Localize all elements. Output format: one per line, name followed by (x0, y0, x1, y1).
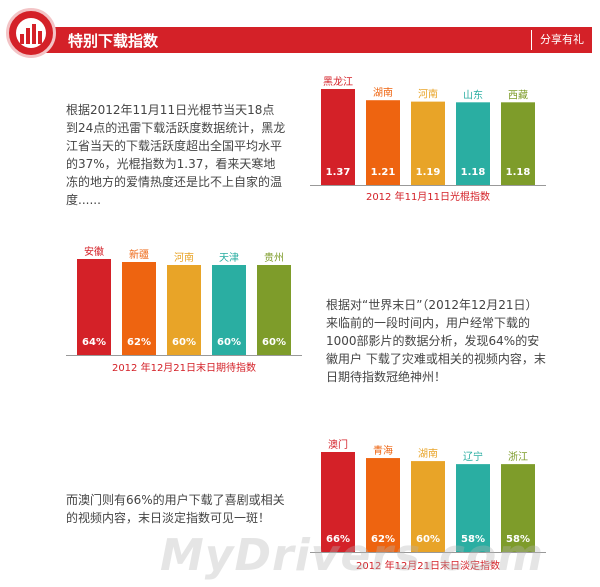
chart-title: 2012 年11月11日光棍指数 (366, 190, 490, 203)
category-label: 浙江 (508, 451, 528, 463)
bar (77, 259, 111, 355)
page-title: 特别下载指数 (68, 32, 159, 50)
bar (366, 100, 400, 185)
description-macau: 而澳门则有66%的用户下载了喜剧或相关的视频内容，末日淡定指数可见一斑！ (66, 493, 285, 525)
chart-title: 2012 年12月21日末日期待指数 (112, 361, 256, 374)
value-label: 64% (82, 337, 106, 348)
category-label: 天津 (219, 252, 239, 264)
bar (212, 265, 246, 355)
description-doomsday: 根据对“世界末日”（2012年12月21日）来临前的一段时间内，用户经常下载的1… (326, 298, 546, 384)
category-label: 青海 (373, 444, 393, 457)
chart-doomsday-expectation-index: 安徽 64% 新疆 62% 河南 60% 天津 60% 贵州 60% 2012 年12月21日末日期… (66, 245, 302, 374)
value-label: 58% (461, 534, 485, 545)
chart-doomsday-calm-index: 澳门 66% 青海 62% 湖南 60% 辽宁 58% 浙江 58% 2012 年12月21日末日淡… (310, 438, 546, 572)
category-label: 山东 (463, 88, 483, 101)
bar (122, 262, 156, 355)
bar (456, 464, 490, 552)
value-label: 58% (506, 534, 530, 545)
bar (366, 458, 400, 552)
bar (257, 265, 291, 355)
share-gift-link[interactable]: 分享有礼 (531, 30, 592, 50)
value-label: 66% (326, 534, 350, 545)
category-label: 贵州 (264, 251, 284, 264)
category-label: 河南 (174, 251, 194, 264)
value-label: 1.18 (506, 167, 531, 178)
chart-singles-day-index: 黑龙江 1.37 湖南 1.21 河南 1.19 山东 1.18 西藏 1.18 2012 年11月… (310, 75, 546, 203)
value-label: 60% (217, 337, 241, 348)
value-label: 62% (371, 534, 395, 545)
bar (411, 101, 445, 185)
value-label: 1.19 (416, 167, 441, 178)
chart-title: 2012 年12月21日末日淡定指数 (356, 559, 500, 572)
category-label: 新疆 (129, 248, 149, 261)
bar (501, 102, 535, 185)
value-label: 1.18 (461, 167, 486, 178)
value-label: 62% (127, 337, 151, 348)
bar (501, 464, 535, 552)
value-label: 1.21 (371, 167, 396, 178)
value-label: 60% (262, 337, 286, 348)
bar (321, 89, 355, 185)
bar-chart-logo-icon (6, 8, 56, 58)
bar (411, 461, 445, 552)
category-label: 安徽 (84, 245, 104, 258)
bar (167, 265, 201, 355)
category-label: 湖南 (418, 447, 438, 460)
bar (456, 102, 490, 185)
value-label: 60% (172, 337, 196, 348)
title-bar: 特别下载指数 分享有礼 (42, 27, 592, 53)
value-label: 1.37 (326, 167, 351, 178)
category-label: 河南 (418, 88, 438, 101)
category-label: 西藏 (508, 89, 528, 101)
category-label: 黑龙江 (323, 75, 353, 88)
category-label: 辽宁 (463, 450, 483, 463)
value-label: 60% (416, 534, 440, 545)
category-label: 澳门 (328, 438, 348, 451)
bar (321, 452, 355, 552)
description-singles-day: 根据2012年11月11日光棍节当天18点到24点的迅雷下载活跃度数据统计，黑龙… (66, 103, 286, 207)
category-label: 湖南 (373, 86, 393, 99)
header: 特别下载指数 分享有礼 (0, 0, 600, 80)
